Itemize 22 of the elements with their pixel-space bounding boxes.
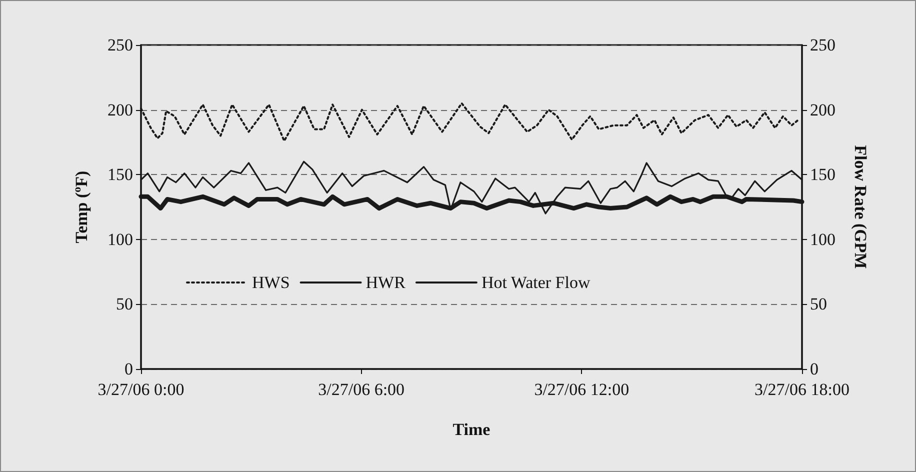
y-tick-label: 150 — [108, 165, 133, 184]
x-tick-label: 3/27/06 6:00 — [318, 380, 405, 399]
y2-tick-label: 100 — [810, 230, 836, 249]
y2-tick-label: 250 — [810, 36, 836, 54]
y2-tick-label: 150 — [810, 165, 836, 184]
y-tick-label: 200 — [108, 100, 133, 120]
y2-axis-title: Flow Rate (GPM — [851, 145, 870, 269]
x-tick-label: 3/27/06 18:00 — [754, 380, 850, 399]
y-tick-label: 50 — [116, 294, 133, 314]
x-tick-label: 3/27/06 12:00 — [534, 380, 630, 399]
x-tick-label: 3/27/06 0:00 — [98, 380, 184, 399]
x-axis-title: Time — [452, 420, 491, 439]
y-tick-label: 0 — [124, 360, 133, 378]
legend-label: HWR — [366, 273, 406, 292]
y2-tick-label: 200 — [810, 100, 836, 120]
y-axis-title: Temp (oF) — [72, 170, 91, 244]
y2-tick-label: 50 — [810, 294, 827, 314]
legend-label: Hot Water Flow — [481, 273, 591, 292]
legend-label: HWS — [252, 273, 290, 292]
y-tick-label: 250 — [108, 36, 133, 54]
y2-tick-label: 0 — [810, 360, 818, 378]
y-tick-label: 100 — [108, 230, 133, 249]
